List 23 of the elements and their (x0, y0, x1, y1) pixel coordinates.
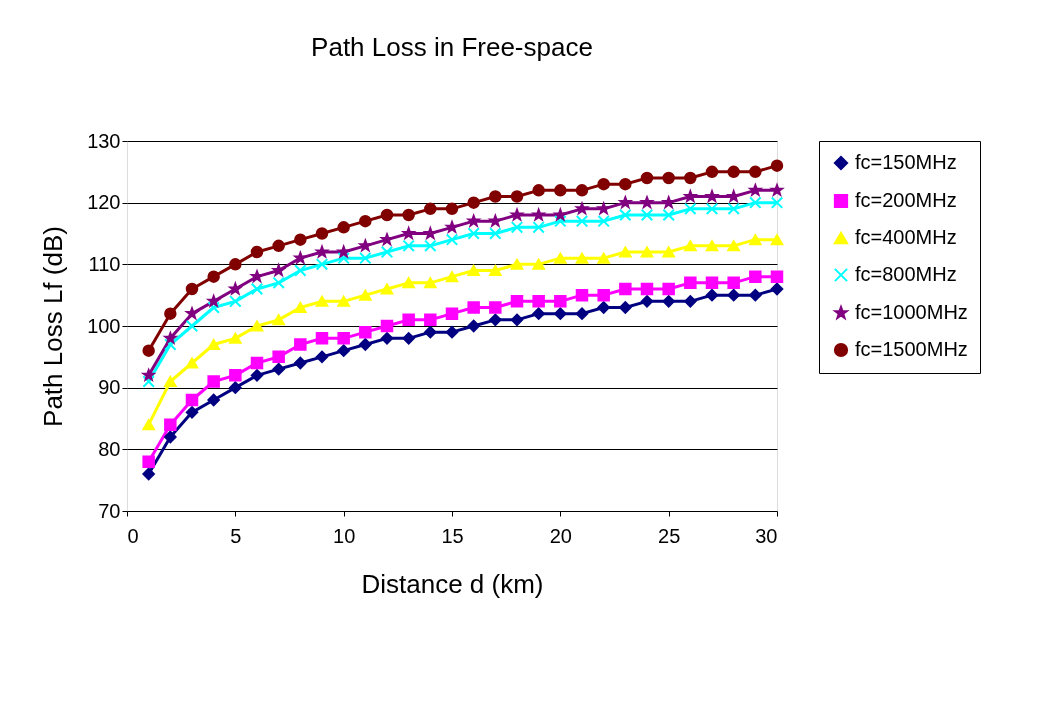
y-tick-label: 120 (87, 191, 121, 214)
y-tick-label: 90 (98, 376, 121, 399)
legend-label: fc=1500MHz (855, 338, 968, 360)
y-axis-title: Path Loss Lf (dB) (38, 226, 69, 427)
x-tick-label: 5 (230, 524, 242, 547)
x-axis-title: Distance d (km) (361, 568, 544, 599)
legend-label: fc=800MHz (855, 263, 957, 285)
x-tick-label: 10 (333, 524, 356, 547)
y-tick-label: 100 (87, 314, 121, 337)
y-tick-label: 80 (98, 437, 121, 460)
chart-title: Path Loss in Free-space (311, 32, 593, 62)
x-tick-label: 30 (755, 524, 778, 547)
y-tick-label: 70 (98, 499, 121, 522)
legend-label: fc=200MHz (855, 189, 957, 211)
y-tick-label: 110 (88, 252, 121, 275)
x-tick-label: 15 (441, 524, 464, 547)
legend-label: fc=150MHz (855, 151, 957, 173)
legend-label: fc=1000MHz (855, 301, 968, 323)
x-tick-label: 20 (549, 524, 572, 547)
x-tick-label: 0 (127, 524, 139, 547)
legend-label: fc=400MHz (855, 226, 957, 248)
x-tick-label: 25 (658, 524, 681, 547)
y-tick-label: 130 (87, 129, 121, 152)
